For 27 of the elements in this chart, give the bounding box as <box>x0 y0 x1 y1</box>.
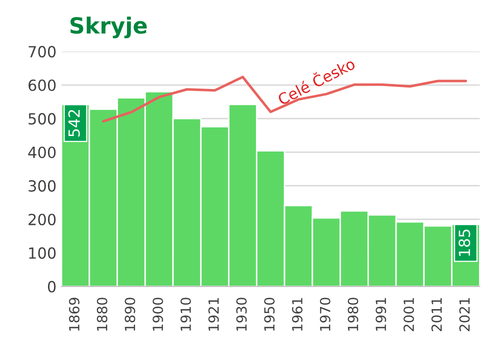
y-tick-label: 700 <box>28 46 56 58</box>
x-tick-label: 1869 <box>68 298 80 331</box>
data-label: 185 <box>458 230 470 256</box>
y-tick-label: 300 <box>28 180 56 192</box>
x-tick-label: 1921 <box>208 298 219 331</box>
y-tick-label: 500 <box>28 113 56 125</box>
x-tick-label: 1900 <box>152 298 164 331</box>
y-tick-label: 600 <box>28 79 56 92</box>
x-tick-label: 1980 <box>348 298 358 331</box>
x-tick-label: 1880 <box>96 298 108 331</box>
x-tick-label: 1970 <box>320 298 330 331</box>
chart-title: Skryje <box>70 16 147 38</box>
y-tick-label: 400 <box>28 146 56 158</box>
x-tick-label: 1910 <box>180 298 191 331</box>
data-label: 542 <box>68 110 80 136</box>
x-tick-label: 2011 <box>431 298 442 332</box>
x-tick-label: 1890 <box>124 298 136 331</box>
y-tick-label: 0 <box>48 280 56 292</box>
text: Celé Česko <box>276 55 356 106</box>
x-tick-label: 1991 <box>376 298 386 331</box>
x-tick-label: 2001 <box>404 298 414 332</box>
x-tick-label: 1961 <box>292 298 303 331</box>
y-tick-label: 100 <box>29 247 56 259</box>
y-tick-label: 200 <box>28 214 56 226</box>
x-tick-label: 2021 <box>459 298 470 332</box>
x-tick-label: 1950 <box>264 298 275 331</box>
x-tick-label: 1930 <box>236 298 247 331</box>
